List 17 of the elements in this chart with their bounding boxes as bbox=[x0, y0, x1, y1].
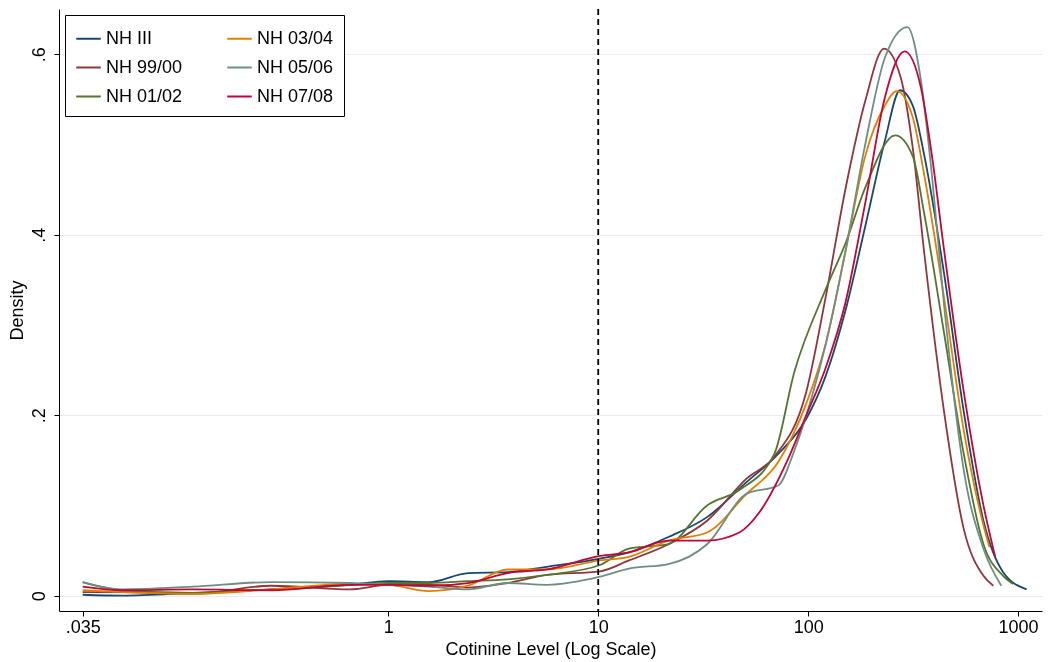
x-axis-title: Cotinine Level (Log Scale) bbox=[445, 638, 657, 659]
legend-label: NH 05/06 bbox=[257, 56, 334, 77]
y-tick-label: .6 bbox=[28, 47, 49, 63]
y-tick-label: .2 bbox=[28, 408, 49, 424]
x-tick-label: 100 bbox=[793, 616, 824, 637]
x-tick-label: 10 bbox=[588, 616, 609, 637]
y-axis-title: Density bbox=[6, 280, 27, 341]
legend-label: NH 03/04 bbox=[257, 27, 334, 48]
legend-label: NH 07/08 bbox=[257, 85, 334, 106]
legend-label: NH 01/02 bbox=[106, 85, 183, 106]
legend-label: NH 99/00 bbox=[106, 56, 183, 77]
y-tick-label: 0 bbox=[28, 591, 49, 602]
x-tick-label: .035 bbox=[65, 616, 101, 637]
x-tick-label: 1 bbox=[383, 616, 394, 637]
x-tick-label: 1000 bbox=[998, 616, 1039, 637]
y-tick-label: .4 bbox=[28, 227, 49, 243]
legend-label: NH III bbox=[106, 27, 153, 48]
